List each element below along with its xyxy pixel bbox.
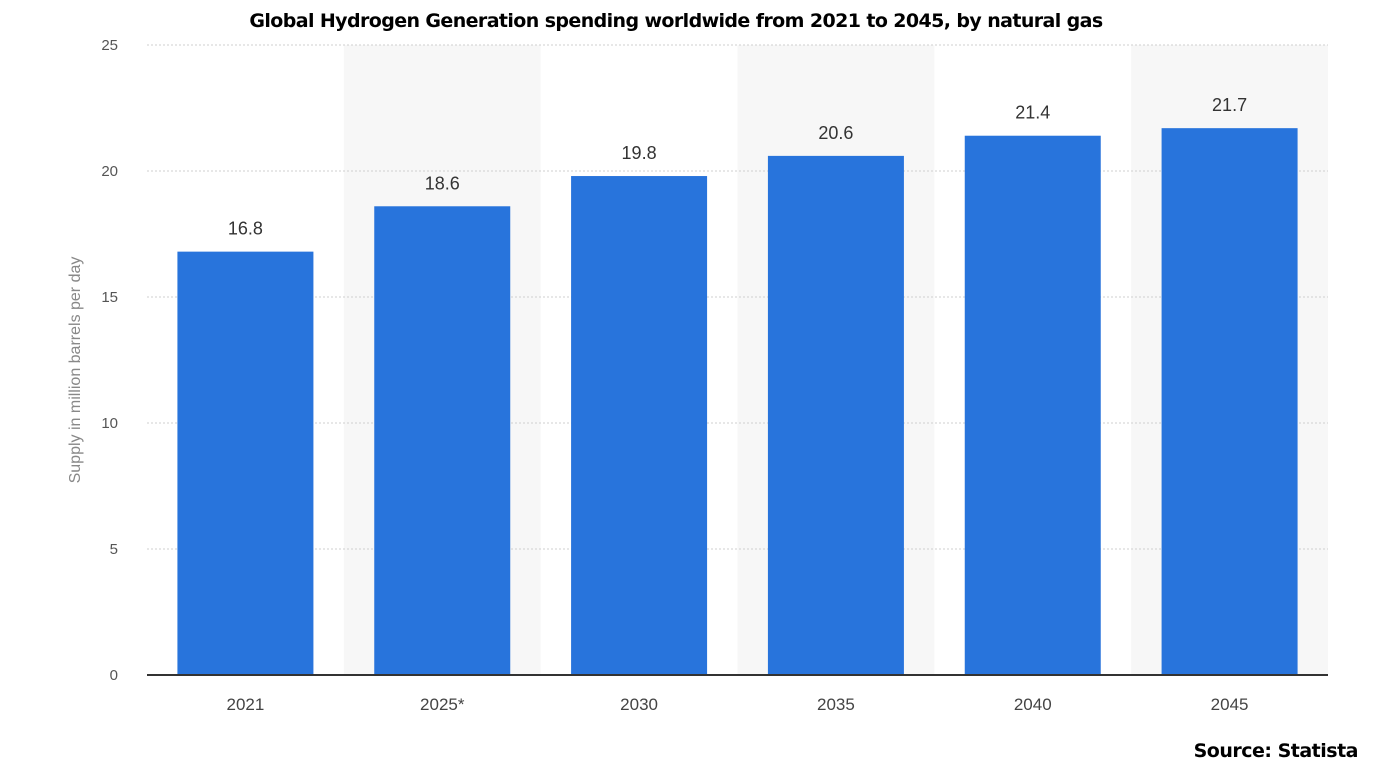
y-tick-label: 10	[101, 415, 118, 432]
y-axis-ticks: 0 5 10 15 20 25	[101, 37, 118, 684]
bar	[374, 206, 511, 675]
gridlines	[147, 44, 1328, 550]
y-tick-label: 25	[101, 37, 118, 54]
x-tick-label: 2040	[1014, 695, 1052, 714]
bar	[964, 135, 1101, 676]
y-tick-label: 0	[110, 667, 118, 684]
bar	[767, 155, 904, 675]
value-label: 16.8	[228, 219, 263, 239]
chart-title: Global Hydrogen Generation spending worl…	[249, 10, 1103, 32]
source-label: Source: Statista	[1193, 740, 1359, 762]
bar	[177, 251, 314, 675]
y-tick-label: 15	[101, 289, 118, 306]
value-label: 20.6	[818, 123, 853, 143]
bar	[571, 176, 708, 676]
value-label: 21.4	[1015, 103, 1050, 123]
value-labels: 16.8 18.6 19.8 20.6 21.4 21.7	[228, 95, 1247, 238]
x-tick-label: 2030	[620, 695, 658, 714]
x-axis-ticks: 2021 2025* 2030 2035 2040 2045	[227, 695, 1249, 714]
x-tick-label: 2045	[1211, 695, 1249, 714]
value-label: 18.6	[425, 173, 460, 193]
value-label: 21.7	[1212, 95, 1247, 115]
value-label: 19.8	[622, 143, 657, 163]
bars	[177, 128, 1298, 676]
x-tick-label: 2021	[227, 695, 265, 714]
x-tick-label: 2025*	[420, 695, 465, 714]
y-tick-label: 20	[101, 163, 118, 180]
y-tick-label: 5	[110, 541, 118, 558]
bar	[1161, 128, 1298, 675]
y-axis-title: Supply in million barrels per day	[67, 257, 84, 484]
x-tick-label: 2035	[817, 695, 855, 714]
